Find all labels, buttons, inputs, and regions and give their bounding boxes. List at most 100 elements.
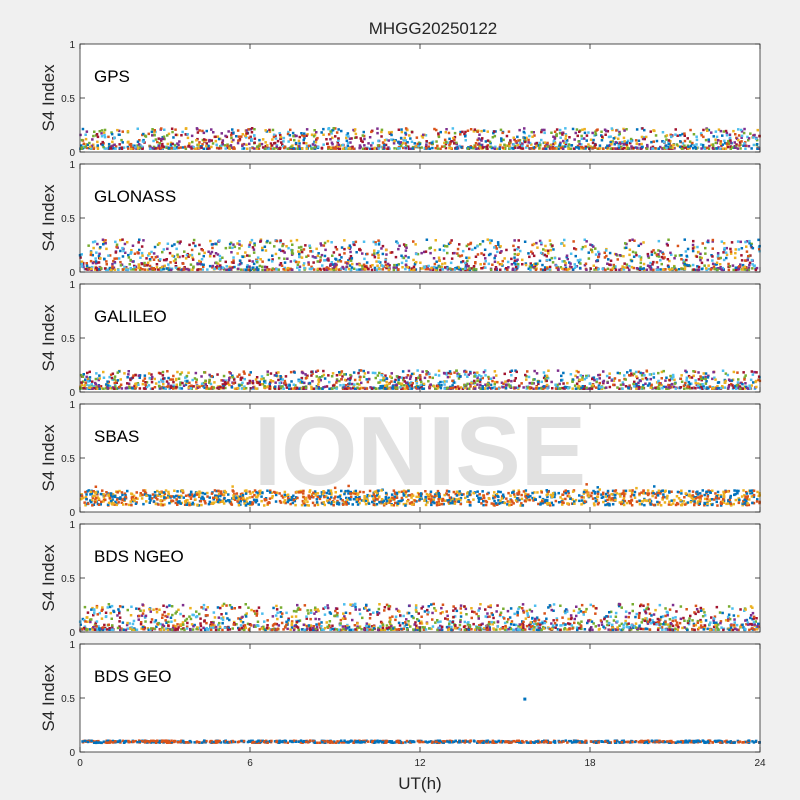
data-point bbox=[452, 381, 455, 384]
data-point bbox=[177, 146, 181, 150]
data-point bbox=[528, 381, 531, 385]
data-point bbox=[196, 147, 199, 150]
data-point bbox=[331, 254, 334, 257]
data-point bbox=[482, 129, 486, 132]
data-point bbox=[287, 246, 290, 250]
data-point bbox=[377, 256, 380, 259]
data-point bbox=[607, 135, 611, 139]
data-point bbox=[219, 264, 222, 267]
data-point bbox=[349, 373, 352, 377]
data-point bbox=[379, 379, 382, 382]
data-point bbox=[697, 371, 700, 374]
data-point bbox=[521, 144, 524, 148]
data-point bbox=[267, 147, 270, 150]
data-point bbox=[492, 131, 495, 135]
data-point bbox=[502, 385, 506, 389]
data-point bbox=[223, 380, 227, 384]
data-point bbox=[436, 147, 440, 150]
data-point bbox=[333, 497, 336, 500]
data-point bbox=[397, 500, 400, 503]
data-point bbox=[250, 131, 254, 134]
data-point bbox=[513, 261, 516, 265]
data-point bbox=[480, 252, 483, 255]
data-point bbox=[85, 130, 89, 133]
data-point bbox=[686, 147, 690, 150]
data-point bbox=[672, 143, 675, 146]
data-point bbox=[198, 385, 201, 389]
data-point bbox=[691, 263, 695, 267]
data-point bbox=[215, 143, 218, 147]
data-point bbox=[113, 383, 117, 387]
data-point bbox=[575, 382, 579, 385]
data-point bbox=[676, 244, 680, 248]
data-point bbox=[495, 267, 498, 270]
data-point bbox=[203, 138, 206, 141]
data-point bbox=[596, 259, 599, 262]
data-point bbox=[468, 268, 472, 272]
data-point bbox=[390, 133, 393, 137]
data-point bbox=[613, 136, 617, 139]
data-point bbox=[693, 145, 697, 149]
data-point bbox=[599, 387, 602, 390]
data-point bbox=[723, 386, 727, 389]
data-point bbox=[182, 384, 186, 387]
data-point bbox=[149, 147, 152, 150]
data-point bbox=[433, 262, 437, 266]
data-point bbox=[321, 387, 324, 390]
data-point bbox=[455, 147, 459, 150]
data-point bbox=[352, 147, 355, 150]
data-point bbox=[254, 378, 258, 381]
data-point bbox=[204, 380, 207, 384]
data-point bbox=[382, 376, 385, 380]
data-point bbox=[313, 133, 317, 136]
data-point bbox=[453, 371, 456, 374]
data-point bbox=[739, 263, 742, 266]
data-point bbox=[680, 380, 684, 383]
data-point bbox=[112, 259, 115, 263]
data-point bbox=[585, 240, 588, 243]
data-point bbox=[338, 379, 341, 383]
data-point bbox=[160, 139, 163, 142]
data-point bbox=[277, 371, 280, 374]
data-point bbox=[623, 262, 626, 265]
data-point bbox=[501, 386, 504, 389]
data-point bbox=[181, 130, 184, 134]
data-point bbox=[465, 244, 469, 248]
data-point bbox=[113, 378, 116, 381]
y-axis-label: S4 Index bbox=[39, 64, 58, 132]
data-point bbox=[444, 146, 448, 150]
data-point bbox=[159, 137, 163, 141]
data-point bbox=[126, 376, 129, 379]
data-point bbox=[191, 145, 194, 148]
data-point bbox=[92, 503, 96, 506]
data-point bbox=[298, 147, 302, 150]
data-point bbox=[279, 381, 283, 384]
data-point bbox=[565, 141, 568, 144]
data-point bbox=[352, 387, 355, 390]
data-point bbox=[303, 386, 306, 389]
data-point bbox=[686, 247, 690, 251]
data-point bbox=[405, 376, 408, 379]
data-point bbox=[275, 268, 278, 271]
data-point bbox=[562, 387, 565, 390]
data-point bbox=[427, 145, 430, 148]
data-point bbox=[436, 384, 440, 388]
data-point bbox=[376, 131, 379, 135]
data-point bbox=[207, 387, 211, 390]
data-point bbox=[658, 501, 661, 504]
data-point bbox=[602, 147, 605, 150]
data-point bbox=[376, 252, 379, 255]
data-point bbox=[261, 146, 265, 149]
data-point bbox=[352, 384, 356, 388]
data-point bbox=[660, 370, 664, 374]
data-point bbox=[381, 141, 385, 144]
data-point bbox=[220, 379, 223, 382]
data-point bbox=[249, 371, 252, 374]
data-point bbox=[571, 127, 575, 131]
data-point bbox=[294, 503, 297, 507]
data-point bbox=[283, 251, 286, 254]
data-point bbox=[541, 387, 544, 390]
data-point bbox=[410, 381, 413, 384]
data-point bbox=[700, 377, 703, 380]
data-point bbox=[561, 267, 564, 270]
